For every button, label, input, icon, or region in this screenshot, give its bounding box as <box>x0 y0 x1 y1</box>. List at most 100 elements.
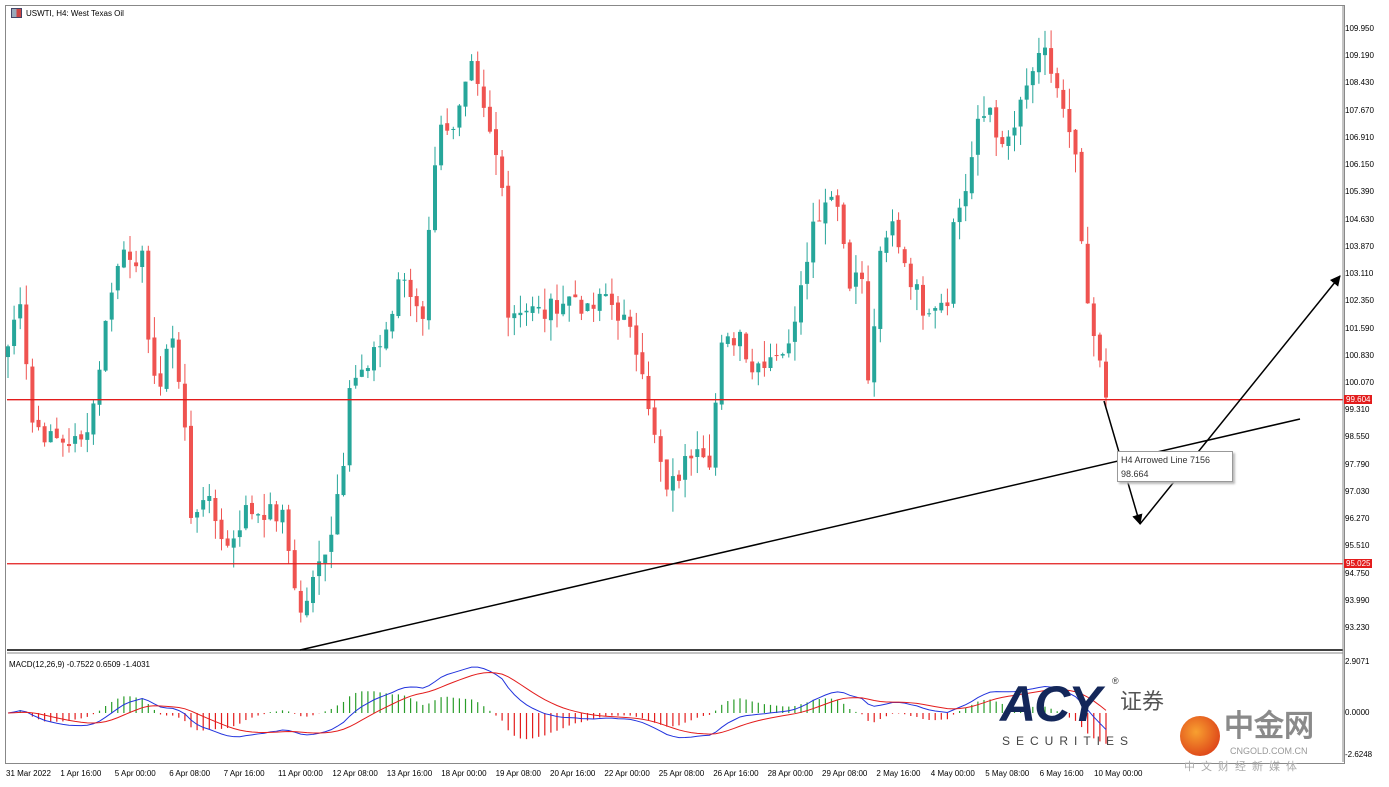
candle-body <box>280 509 285 523</box>
candle-body <box>725 336 730 344</box>
forecast-arrow-up <box>1139 275 1341 525</box>
logo-sub: SECURITIES <box>1002 734 1135 748</box>
candle-body <box>622 314 627 320</box>
price-axis-label: 94.750 <box>1345 568 1370 578</box>
candle-body <box>1024 85 1029 100</box>
candle-body <box>164 348 169 389</box>
candle-body <box>1030 71 1035 86</box>
candle-body <box>750 361 755 373</box>
price-axis-label: 93.990 <box>1345 595 1370 605</box>
tooltip-name: H4 Arrowed Line 7156 <box>1121 455 1211 465</box>
candle-body <box>951 222 956 304</box>
candle-body <box>97 369 102 405</box>
candle-body <box>628 316 633 327</box>
watermark-sub: 中文财经新媒体 <box>1184 760 1303 773</box>
candle-body <box>780 354 785 356</box>
candle-body <box>475 61 480 84</box>
time-axis-label: 1 Apr 16:00 <box>60 769 102 778</box>
candle-body <box>402 279 407 281</box>
candle-body <box>469 61 474 81</box>
candle-body <box>695 449 700 457</box>
candle-body <box>896 219 901 248</box>
candle-body <box>847 242 852 289</box>
candle-body <box>670 476 675 491</box>
candle-body <box>524 310 529 313</box>
candle-body <box>774 355 779 357</box>
macd-line <box>7 666 1107 739</box>
candle-body <box>311 577 315 604</box>
candle-body <box>933 308 938 311</box>
candle-body <box>506 185 511 318</box>
candle-body <box>347 388 352 466</box>
candle-body <box>60 438 65 443</box>
candle-body <box>939 302 944 311</box>
candle-body <box>591 304 596 309</box>
candle-body <box>30 366 35 423</box>
candle-body <box>317 561 322 577</box>
candle-body <box>396 279 401 317</box>
candle-body <box>841 204 846 245</box>
time-axis-label: 28 Apr 00:00 <box>767 769 813 778</box>
candle-body <box>494 129 498 156</box>
price-axis-label: 103.870 <box>1345 241 1374 251</box>
candle-body <box>341 465 346 496</box>
candle-body <box>426 229 431 321</box>
candle-body <box>1049 48 1054 74</box>
tooltip-value: 98.664 <box>1121 469 1149 479</box>
candle-body <box>286 509 291 551</box>
candle-body <box>1061 89 1066 109</box>
candle-body <box>91 403 96 435</box>
candle-body <box>152 337 157 376</box>
acy-logo: ACY ® 证券 SECURITIES <box>1000 676 1170 756</box>
price-axis-label: 109.190 <box>1345 51 1374 61</box>
candle-body <box>439 124 444 166</box>
candle-body <box>731 338 736 346</box>
candle-body <box>140 250 145 268</box>
candle-body <box>921 284 925 316</box>
candle-body <box>829 196 834 200</box>
candle-body <box>128 251 132 260</box>
candle-body <box>73 436 78 444</box>
candle-body <box>225 538 230 546</box>
candle-body <box>835 195 840 207</box>
candle-body <box>378 346 383 348</box>
time-axis-label: 25 Apr 08:00 <box>658 769 705 778</box>
candle-body <box>616 302 620 321</box>
trendline-tooltip: H4 Arrowed Line 7156 98.664 <box>1117 451 1233 482</box>
macd-axis-label: 0.0000 <box>1345 708 1370 717</box>
price-axis-label: 97.030 <box>1345 486 1370 496</box>
candle-body <box>585 303 590 312</box>
time-axis-label: 10 May 00:00 <box>1094 769 1143 778</box>
candle-body <box>866 281 871 381</box>
candle-body <box>902 249 907 264</box>
candle-body <box>365 368 370 372</box>
candle-body <box>957 207 962 223</box>
candle-body <box>689 455 694 459</box>
candle-body <box>518 312 523 316</box>
time-axis-label: 20 Apr 16:00 <box>550 769 596 778</box>
price-axis-label: 100.830 <box>1345 350 1374 360</box>
time-axis-label: 5 May 08:00 <box>985 769 1030 778</box>
candle-body <box>36 419 41 428</box>
candle-body <box>359 369 364 377</box>
candle-body <box>1055 73 1060 89</box>
candle-body <box>6 346 10 358</box>
candle-body <box>372 347 376 371</box>
macd-axis-label: 2.9071 <box>1345 657 1370 666</box>
candle-body <box>335 494 340 535</box>
candle-body <box>579 299 584 314</box>
candle-body <box>1043 47 1047 56</box>
candle-body <box>457 105 462 128</box>
candle-body <box>872 326 877 383</box>
time-axis-label: 19 Apr 08:00 <box>495 769 541 778</box>
candle-body <box>567 296 572 306</box>
candle-body <box>384 329 389 349</box>
candle-body <box>85 432 90 440</box>
candle-body <box>994 107 999 138</box>
price-axis-label: 95.510 <box>1345 541 1370 551</box>
time-axis-label: 6 Apr 08:00 <box>169 769 211 778</box>
chart-title-text: USWTI, H4: West Texas Oil <box>26 8 124 18</box>
candle-body <box>1073 129 1078 155</box>
